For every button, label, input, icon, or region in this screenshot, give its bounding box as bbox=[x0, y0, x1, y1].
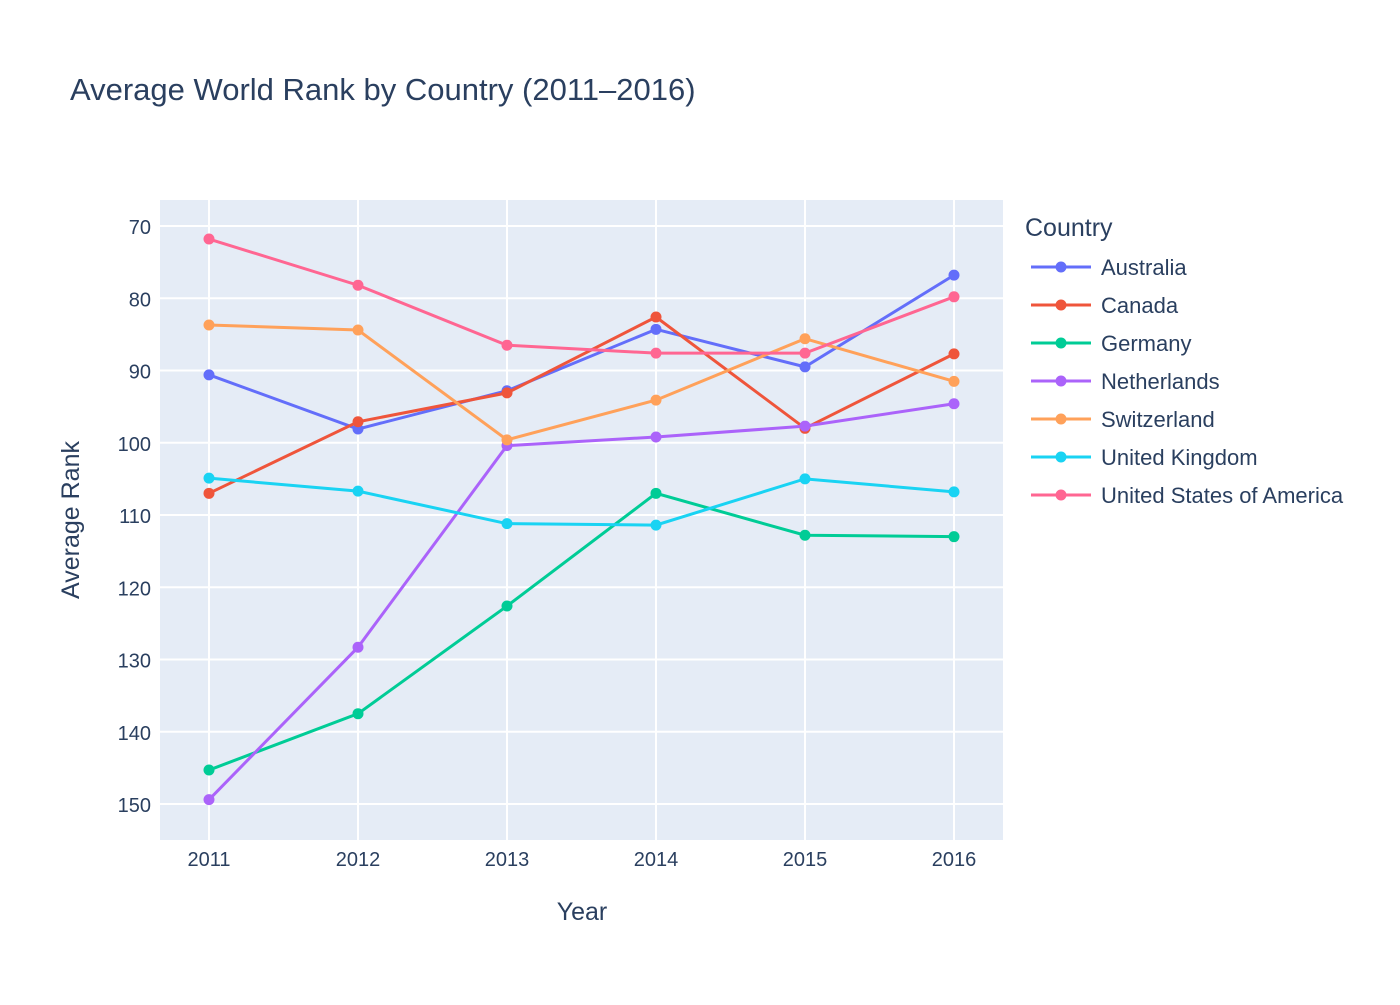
legend-marker bbox=[1055, 261, 1067, 273]
x-tick-label: 2012 bbox=[336, 849, 381, 871]
legend-marker bbox=[1055, 489, 1067, 501]
series-switzerland bbox=[203, 319, 960, 446]
legend-item[interactable]: United Kingdom bbox=[1031, 445, 1258, 470]
y-tick-label: 70 bbox=[129, 217, 151, 239]
legend-item[interactable]: Switzerland bbox=[1031, 407, 1215, 432]
legend-item[interactable]: United States of America bbox=[1031, 483, 1344, 508]
series-line bbox=[208, 315, 955, 495]
legend-label: Netherlands bbox=[1101, 369, 1220, 394]
legend-item[interactable]: Australia bbox=[1031, 255, 1187, 280]
data-point bbox=[948, 486, 960, 498]
data-point bbox=[203, 319, 215, 331]
series-line bbox=[208, 476, 955, 527]
data-point bbox=[203, 794, 215, 806]
legend-title: Country bbox=[1025, 214, 1113, 242]
data-point bbox=[501, 518, 513, 530]
series-germany bbox=[203, 487, 960, 776]
x-axis-ticks: 2011 2012 2013 2014 2015 2016 bbox=[187, 849, 976, 871]
data-point bbox=[203, 233, 215, 245]
series-line bbox=[208, 491, 955, 772]
data-point bbox=[799, 420, 811, 432]
legend-label: United States of America bbox=[1101, 483, 1344, 508]
data-point bbox=[203, 472, 215, 484]
y-axis-label: Average Rank bbox=[57, 441, 85, 599]
data-point bbox=[203, 369, 215, 381]
data-point bbox=[203, 487, 215, 499]
data-point bbox=[650, 487, 662, 499]
legend-label: Canada bbox=[1101, 293, 1179, 318]
data-point bbox=[501, 339, 513, 351]
data-point bbox=[650, 431, 662, 443]
data-point bbox=[352, 324, 364, 336]
data-point bbox=[948, 398, 960, 410]
series-line bbox=[208, 237, 955, 355]
legend-label: United Kingdom bbox=[1101, 445, 1258, 470]
x-axis-label: Year bbox=[557, 898, 608, 926]
data-point bbox=[948, 348, 960, 360]
data-point bbox=[650, 394, 662, 406]
y-tick-label: 120 bbox=[118, 578, 151, 600]
legend-marker bbox=[1055, 413, 1067, 425]
legend-marker bbox=[1055, 375, 1067, 387]
series-united-states-of-america bbox=[203, 233, 960, 359]
y-tick-label: 140 bbox=[118, 723, 151, 745]
y-tick-label: 150 bbox=[118, 795, 151, 817]
legend: Australia Canada Germany Netherlands Switzer… bbox=[1031, 255, 1344, 508]
x-tick-label: 2013 bbox=[485, 849, 530, 871]
data-point bbox=[650, 347, 662, 359]
data-point bbox=[799, 473, 811, 485]
x-tick-label: 2011 bbox=[187, 849, 230, 871]
data-point bbox=[650, 323, 662, 335]
data-point bbox=[352, 708, 364, 720]
legend-marker bbox=[1055, 299, 1067, 311]
x-tick-label: 2014 bbox=[634, 849, 679, 871]
series-canada bbox=[203, 311, 960, 499]
series-united-kingdom bbox=[203, 472, 960, 531]
x-tick-label: 2015 bbox=[783, 849, 828, 871]
data-point bbox=[799, 333, 811, 345]
data-point bbox=[352, 485, 364, 497]
series-group bbox=[203, 233, 960, 806]
data-point bbox=[650, 311, 662, 323]
data-point bbox=[799, 347, 811, 359]
data-point bbox=[799, 529, 811, 541]
plot-area bbox=[160, 200, 1003, 840]
x-tick-label: 2016 bbox=[932, 849, 977, 871]
data-point bbox=[948, 375, 960, 387]
data-point bbox=[352, 416, 364, 428]
legend-label: Germany bbox=[1101, 331, 1191, 356]
data-point bbox=[948, 531, 960, 543]
legend-marker bbox=[1055, 337, 1067, 349]
y-tick-label: 100 bbox=[118, 434, 151, 456]
series-line bbox=[207, 402, 955, 801]
series-netherlands bbox=[203, 398, 960, 806]
series-line bbox=[208, 323, 955, 442]
data-point bbox=[203, 764, 215, 776]
data-point bbox=[948, 291, 960, 303]
data-point bbox=[352, 641, 364, 653]
series-line bbox=[208, 273, 955, 431]
legend-label: Australia bbox=[1101, 255, 1187, 280]
data-point bbox=[650, 519, 662, 531]
y-tick-label: 110 bbox=[119, 506, 151, 528]
y-axis-ticks: 70 80 90 100 110 120 130 140 150 bbox=[118, 217, 151, 817]
y-tick-label: 80 bbox=[129, 289, 151, 311]
legend-item[interactable]: Germany bbox=[1031, 331, 1191, 356]
legend-marker bbox=[1055, 451, 1067, 463]
data-point bbox=[352, 279, 364, 291]
data-point bbox=[948, 269, 960, 281]
data-point bbox=[501, 600, 513, 612]
data-point bbox=[501, 434, 513, 446]
legend-label: Switzerland bbox=[1101, 407, 1215, 432]
data-point bbox=[501, 387, 513, 399]
y-tick-label: 130 bbox=[118, 651, 151, 673]
chart-title: Average World Rank by Country (2011–2016… bbox=[70, 72, 696, 107]
legend-item[interactable]: Netherlands bbox=[1031, 369, 1220, 394]
legend-item[interactable]: Canada bbox=[1031, 293, 1179, 318]
data-point bbox=[799, 361, 811, 373]
y-tick-label: 90 bbox=[129, 362, 151, 384]
